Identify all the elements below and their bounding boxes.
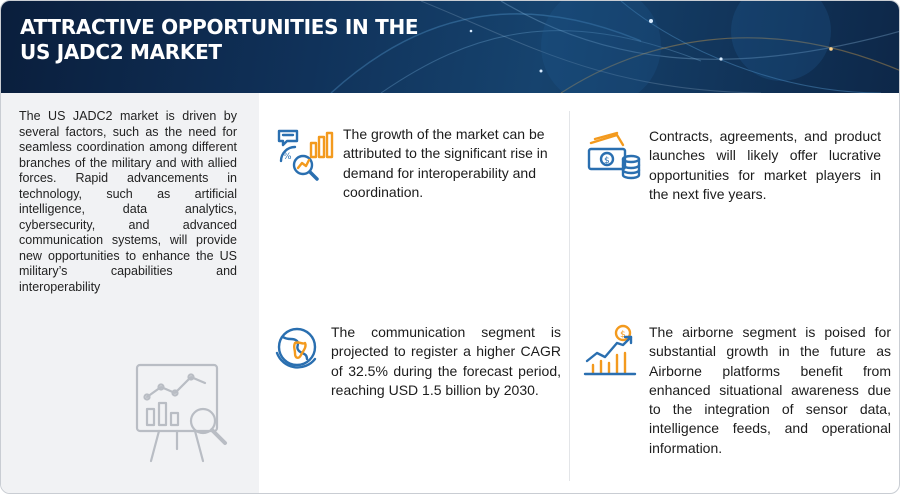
analysis-board-icon (135, 363, 227, 463)
insight-text-market-growth: The growth of the market can be attribut… (343, 126, 548, 200)
insight-text-contracts: Contracts, agreements, and product launc… (649, 128, 881, 202)
header-background-art (330, 1, 899, 93)
dollar-growth-chart-icon: $ (583, 324, 637, 376)
cash-coins-icon: $ (587, 131, 641, 180)
column-divider (569, 111, 570, 481)
intro-text: The US JADC2 market is driven by several… (19, 109, 237, 294)
intro-panel: The US JADC2 market is driven by several… (1, 93, 259, 493)
header-banner: ATTRACTIVE OPPORTUNITIES IN THE US JADC2… (1, 1, 899, 93)
globe-icon (275, 327, 317, 369)
title-line-1: ATTRACTIVE OPPORTUNITIES IN THE (20, 15, 419, 39)
svg-text:$: $ (620, 330, 626, 340)
growth-analytics-icon: % (277, 129, 334, 181)
svg-text:$: $ (604, 156, 610, 166)
insight-text-communication: The communication segment is projected t… (331, 324, 561, 398)
page-title: ATTRACTIVE OPPORTUNITIES IN THE US JADC2… (20, 15, 419, 65)
title-line-2: US JADC2 MARKET (20, 40, 222, 64)
insight-text-airborne: The airborne segment is poised for subst… (649, 324, 891, 456)
svg-text:%: % (283, 152, 292, 162)
